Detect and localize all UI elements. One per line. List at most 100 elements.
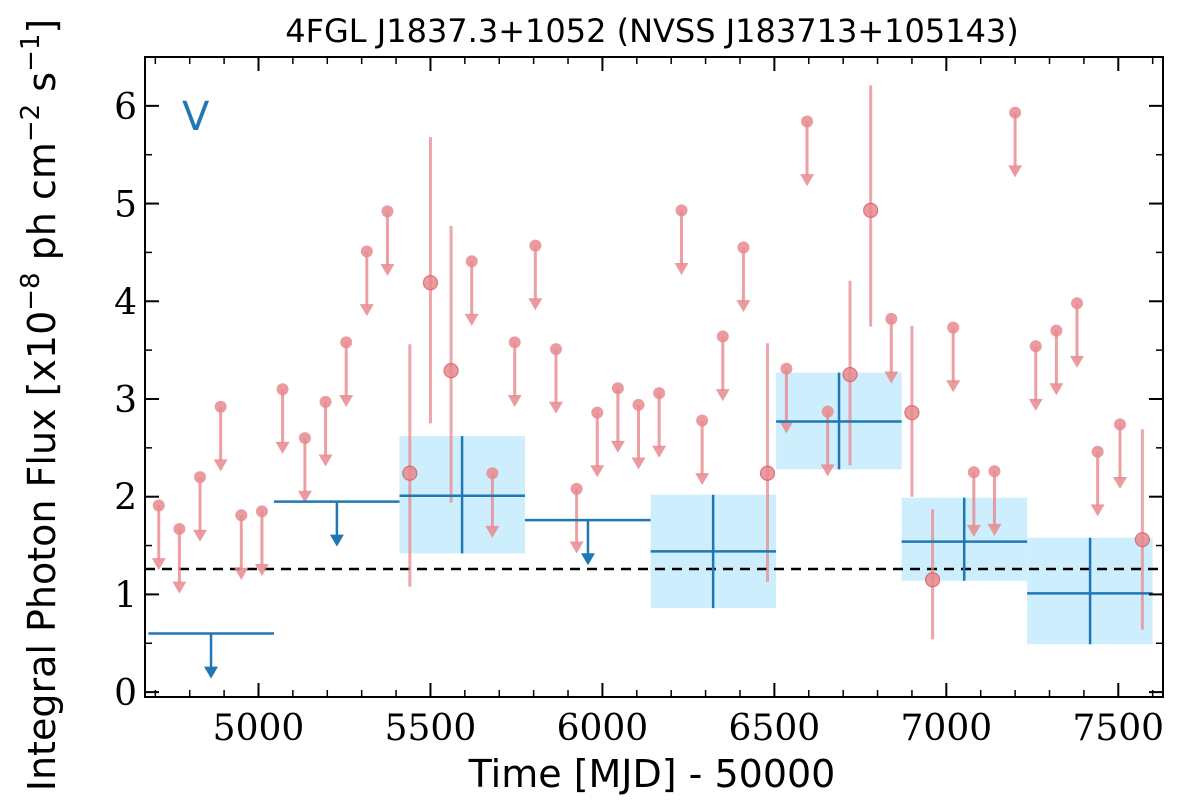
monthly-upper-limit-arrow <box>695 473 710 486</box>
monthly-upper-limit-arrow <box>820 464 835 477</box>
monthly-upper-limit-arrow <box>800 174 815 187</box>
monthly-upper-limit-point <box>1091 445 1104 458</box>
monthly-detection-point <box>443 363 459 379</box>
monthly-upper-limit-arrow <box>380 264 395 277</box>
monthly-upper-limit-arrow <box>151 558 166 571</box>
monthly-upper-limit-point <box>737 241 750 254</box>
monthly-upper-limit-arrow <box>548 401 563 414</box>
monthly-upper-limit-arrow <box>528 298 543 311</box>
monthly-upper-limit-point <box>276 383 289 396</box>
monthly-upper-limit-arrow <box>1028 398 1043 411</box>
monthly-upper-limit-arrow <box>590 465 605 478</box>
monthly-upper-limit-arrow <box>652 445 667 458</box>
monthly-upper-limit-arrow <box>1113 477 1128 490</box>
y-axis-label-exp3: −1 <box>16 34 46 72</box>
plot-frame <box>144 56 1164 698</box>
monthly-upper-limit-point <box>381 205 394 218</box>
monthly-upper-limit-arrow <box>254 563 269 576</box>
monthly-upper-limit-arrow <box>507 394 522 407</box>
monthly-upper-limit-arrow <box>569 541 584 554</box>
monthly-upper-limit-point <box>465 255 478 268</box>
monthly-upper-limit-arrow <box>736 300 751 313</box>
panel-tag: V <box>182 94 210 140</box>
y-axis-label-prefix: Integral Photon Flux [x10 <box>20 311 64 792</box>
monthly-upper-limit-point <box>152 499 165 512</box>
monthly-upper-limit-point <box>1050 324 1063 337</box>
monthly-upper-limit-point <box>508 336 521 349</box>
monthly-upper-limit-point <box>675 204 688 217</box>
monthly-upper-limit-arrow <box>946 380 961 393</box>
y-axis-label-exp2: −2 <box>16 104 46 142</box>
monthly-upper-limit-arrow <box>193 529 208 542</box>
y-tick-label: 0 <box>114 673 137 714</box>
y-tick-label: 2 <box>114 478 137 519</box>
monthly-points <box>151 85 1150 640</box>
monthly-upper-limit-point <box>696 414 709 427</box>
monthly-upper-limit-point <box>319 395 332 408</box>
y-axis-label: Integral Photon Flux [x10−8 ph cm−2 s−1] <box>16 19 64 792</box>
monthly-upper-limit-point <box>360 245 373 258</box>
monthly-upper-limit-point <box>967 466 980 479</box>
monthly-detection-point <box>842 366 858 383</box>
monthly-upper-limit-arrow <box>1008 165 1023 178</box>
monthly-upper-limit-point <box>591 406 604 419</box>
monthly-upper-limit-point <box>486 467 499 480</box>
y-tick-label: 5 <box>114 185 137 226</box>
monthly-upper-limit-arrow <box>234 567 249 580</box>
monthly-upper-limit-point <box>716 330 729 343</box>
monthly-upper-limit-point <box>885 312 898 325</box>
x-tick-label: 7500 <box>1072 708 1164 749</box>
axis-ticks <box>145 57 1163 697</box>
y-tick-label: 3 <box>114 380 137 421</box>
monthly-upper-limit-arrow <box>966 524 981 537</box>
y-tick-label: 1 <box>114 575 137 616</box>
monthly-detection-point <box>1134 532 1150 548</box>
monthly-upper-limit-point <box>801 115 814 128</box>
monthly-upper-limit-point <box>340 336 353 349</box>
y-tick-label: 6 <box>114 87 137 128</box>
x-tick-label: 7000 <box>901 708 993 749</box>
monthly-detection-point <box>863 202 879 219</box>
monthly-upper-limit-arrow <box>987 523 1002 536</box>
monthly-upper-limit-arrow <box>631 457 646 470</box>
y-axis-label-mid: ph cm <box>20 142 64 272</box>
monthly-upper-limit-arrow <box>715 389 730 402</box>
monthly-upper-limit-point <box>235 509 248 522</box>
monthly-upper-limit-point <box>947 321 960 334</box>
y-axis-label-suffix: ] <box>20 19 64 34</box>
monthly-upper-limit-arrow <box>1070 355 1085 368</box>
monthly-detection-point <box>402 465 418 481</box>
monthly-upper-limit-arrow <box>318 454 333 467</box>
monthly-upper-limit-arrow <box>1090 504 1105 517</box>
y-tick-label: 4 <box>114 282 137 323</box>
monthly-upper-limit-point <box>988 465 1001 478</box>
monthly-upper-limit-arrow <box>674 263 689 276</box>
yearly-uncertainty-bands <box>399 372 1153 645</box>
monthly-upper-limit-point <box>1114 418 1127 431</box>
monthly-upper-limit-point <box>298 432 311 445</box>
monthly-detection-point <box>759 465 776 481</box>
y-axis-label-mid2: s <box>20 72 64 104</box>
monthly-upper-limit-point <box>1009 106 1022 119</box>
monthly-upper-limit-arrow <box>297 490 312 503</box>
chart-title: 4FGL J1837.3+1052 (NVSS J183713+105143) <box>285 12 1019 50</box>
monthly-upper-limit-arrow <box>485 525 500 538</box>
monthly-upper-limit-arrow <box>779 421 794 434</box>
monthly-detection-point <box>904 405 920 421</box>
monthly-upper-limit-arrow <box>359 304 374 317</box>
monthly-upper-limit-point <box>653 387 666 400</box>
y-tick-labels: 0 1 2 3 4 5 6 <box>114 87 137 714</box>
monthly-upper-limit-point <box>570 482 583 495</box>
monthly-upper-limit-point <box>611 382 624 395</box>
monthly-upper-limit-point <box>529 239 542 252</box>
monthly-upper-limit-point <box>1029 340 1042 353</box>
monthly-detection-point <box>924 572 941 588</box>
x-tick-label: 6000 <box>557 708 649 749</box>
monthly-upper-limit-point <box>549 343 562 356</box>
monthly-upper-limit-arrow <box>884 371 899 384</box>
monthly-upper-limit-point <box>821 405 834 418</box>
monthly-upper-limit-point <box>173 522 186 535</box>
y-axis-label-exp1: −8 <box>16 272 46 310</box>
monthly-upper-limit-point <box>194 471 207 484</box>
